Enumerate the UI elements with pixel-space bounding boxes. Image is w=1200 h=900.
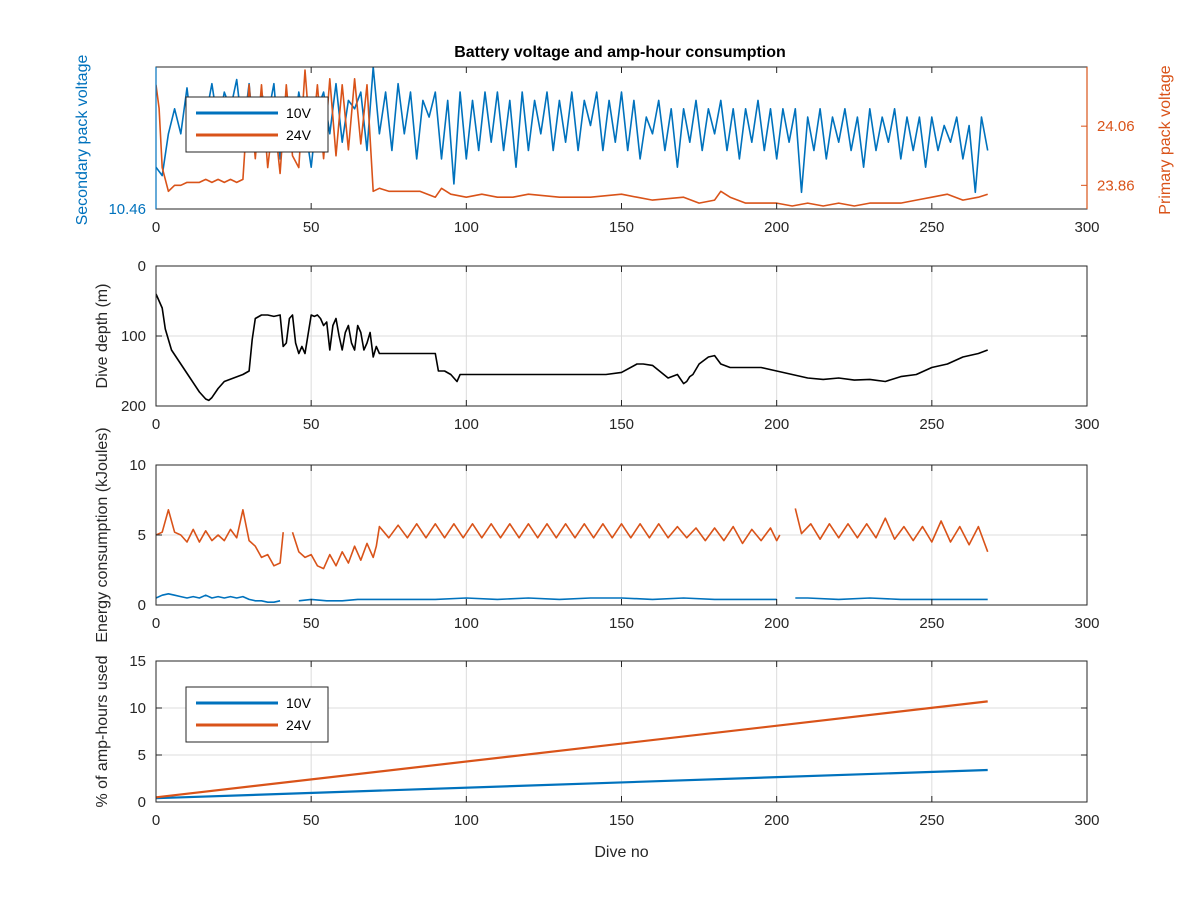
y-axis-label: Dive depth (m) — [94, 284, 111, 389]
x-tick-label: 100 — [454, 219, 479, 236]
x-tick-label: 0 — [152, 219, 160, 236]
series-group — [156, 700, 988, 800]
x-tick-label: 300 — [1074, 219, 1099, 236]
legend-box — [185, 686, 329, 743]
x-tick-label: 150 — [609, 219, 634, 236]
panel-1: 0 50 100 150 200 250 300 10.46 24.06 23.86 Seconda… — [74, 55, 1174, 236]
series-group — [156, 508, 989, 603]
y-tick-label: 0 — [138, 258, 146, 275]
panel-4: 0 50 100 150 200 250 300 0 5 10 15 % of amp-hours u… — [94, 653, 1100, 861]
x-tick-label: 150 — [609, 615, 634, 632]
series-line-10v — [156, 768, 988, 800]
x-tick-label: 200 — [764, 416, 789, 433]
x-tick-label: 250 — [919, 416, 944, 433]
x-tick-label: 0 — [152, 812, 160, 829]
x-tick-label: 0 — [152, 615, 160, 632]
x-tick-label: 0 — [152, 416, 160, 433]
y-tick-label: 5 — [138, 747, 146, 764]
x-tick-label: 100 — [454, 416, 479, 433]
y-tick-label-right: 23.86 — [1097, 177, 1135, 194]
x-tick-label: 200 — [764, 615, 789, 632]
y-tick-label: 5 — [138, 527, 146, 544]
x-tick-label: 200 — [764, 219, 789, 236]
x-tick-label: 300 — [1074, 416, 1099, 433]
x-tick-label: 250 — [919, 615, 944, 632]
y-tick-label: 10 — [129, 700, 146, 717]
x-tick-label: 300 — [1074, 812, 1099, 829]
y-tick-label: 10 — [129, 457, 146, 474]
x-tick-label: 50 — [303, 219, 320, 236]
x-tick-label: 100 — [454, 812, 479, 829]
legend-label-24v: 24V — [286, 127, 312, 143]
y-tick-label-left: 10.46 — [108, 201, 146, 218]
series-line-10v — [156, 593, 988, 603]
panel-2: 0 50 100 150 200 250 300 0 100 200 Dive depth (m) — [94, 258, 1100, 433]
x-tick-label: 250 — [919, 219, 944, 236]
x-tick-label: 150 — [609, 812, 634, 829]
x-tick-label: 200 — [764, 812, 789, 829]
y-axis-label: % of amp-hours used — [94, 655, 111, 807]
series-line-24v — [156, 700, 988, 799]
y-tick-label: 0 — [138, 597, 146, 614]
legend-label-24v: 24V — [286, 717, 312, 733]
y-tick-label: 200 — [121, 398, 146, 415]
y-axis-label-left: Secondary pack voltage — [74, 55, 91, 226]
legend-label-10v: 10V — [286, 695, 312, 711]
x-tick-label: 250 — [919, 812, 944, 829]
x-tick-label: 100 — [454, 615, 479, 632]
y-tick-label: 100 — [121, 328, 146, 345]
x-tick-label: 50 — [303, 615, 320, 632]
legend-box — [185, 96, 329, 153]
y-axis-label: Energy consumption (kJoules) — [94, 427, 111, 642]
legend-label-10v: 10V — [286, 105, 312, 121]
chart-title: Battery voltage and amp-hour consumption — [454, 44, 786, 61]
x-tick-label: 50 — [303, 416, 320, 433]
x-tick-label: 50 — [303, 812, 320, 829]
y-tick-label: 0 — [138, 794, 146, 811]
x-tick-label: 150 — [609, 416, 634, 433]
y-tick-label: 15 — [129, 653, 146, 670]
x-tick-label: 300 — [1074, 615, 1099, 632]
y-tick-label-right: 24.06 — [1097, 118, 1135, 135]
series-line-24v — [156, 508, 989, 570]
series-group — [156, 293, 988, 402]
series-line-24v — [156, 69, 988, 207]
panel-3: 0 50 100 150 200 250 300 0 5 10 Energy consumption… — [94, 427, 1100, 642]
x-axis-label: Dive no — [594, 844, 648, 861]
series-line-depth — [156, 293, 988, 402]
y-axis-label-right: Primary pack voltage — [1157, 65, 1174, 214]
